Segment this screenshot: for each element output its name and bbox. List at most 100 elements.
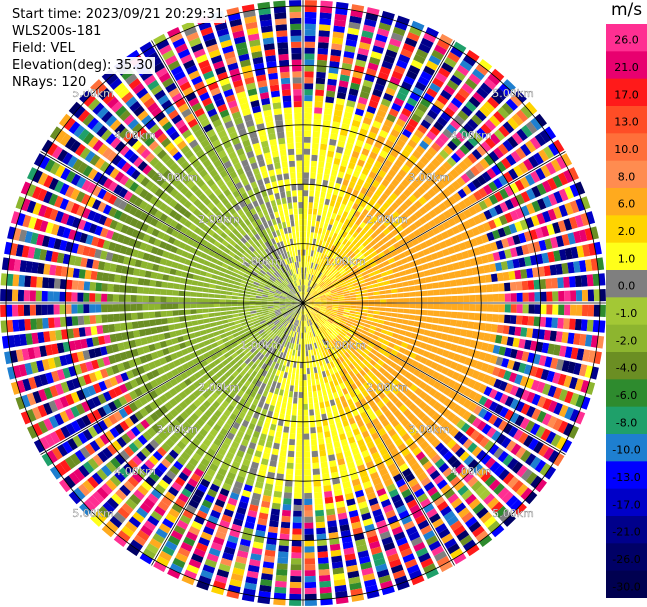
velocity-gate [535, 227, 544, 239]
velocity-gate [267, 307, 274, 311]
velocity-gate [338, 408, 345, 416]
velocity-gate [343, 450, 352, 458]
velocity-gate [225, 503, 236, 512]
velocity-gate [410, 332, 418, 339]
velocity-gate [326, 362, 332, 370]
velocity-gate [357, 159, 365, 167]
velocity-gate [317, 289, 323, 294]
velocity-gate [1, 335, 10, 349]
velocity-gate [365, 421, 374, 430]
velocity-gate [317, 432, 324, 439]
velocity-gate [497, 368, 506, 379]
velocity-gate [476, 507, 489, 519]
velocity-gate [274, 580, 287, 588]
velocity-gate [300, 320, 302, 327]
velocity-gate [337, 310, 344, 314]
velocity-gate [444, 538, 457, 549]
velocity-gate [82, 461, 95, 474]
velocity-gate [492, 314, 499, 323]
velocity-gate [335, 364, 342, 372]
velocity-gate [326, 211, 332, 219]
velocity-gate [313, 113, 322, 120]
velocity-gate [524, 101, 538, 115]
velocity-gate [285, 353, 289, 361]
velocity-gate [510, 398, 520, 410]
velocity-gate [169, 408, 179, 418]
velocity-gate [250, 289, 257, 293]
velocity-gate [159, 241, 167, 249]
velocity-gate [386, 298, 393, 303]
velocity-gate [390, 262, 398, 269]
velocity-gate [165, 339, 173, 347]
velocity-gate [304, 29, 316, 36]
velocity-gate [359, 377, 367, 385]
velocity-gate [245, 478, 255, 487]
velocity-gate [198, 404, 207, 413]
velocity-gate [42, 277, 49, 289]
velocity-gate [349, 327, 356, 333]
velocity-gate [230, 573, 244, 582]
velocity-gate [563, 423, 574, 437]
velocity-gate [306, 332, 309, 339]
velocity-gate [552, 222, 561, 234]
velocity-gate [276, 425, 283, 432]
velocity-gate [373, 557, 386, 567]
velocity-gate [365, 320, 372, 325]
velocity-gate [457, 87, 470, 99]
velocity-gate [341, 354, 348, 361]
velocity-gate [521, 124, 533, 138]
velocity-gate [192, 422, 202, 432]
velocity-gate [30, 276, 37, 288]
velocity-gate [502, 454, 514, 467]
velocity-gate [198, 537, 210, 547]
velocity-gate [296, 439, 303, 446]
velocity-gate [273, 298, 280, 301]
velocity-gate [480, 284, 487, 293]
velocity-gate [319, 197, 325, 205]
velocity-gate [425, 323, 432, 330]
velocity-gate [363, 232, 370, 240]
velocity-gate [156, 349, 164, 358]
velocity-gate [379, 311, 386, 316]
velocity-gate [508, 326, 516, 336]
velocity-gate [255, 298, 262, 301]
velocity-gate [47, 236, 56, 249]
velocity-gate [313, 295, 320, 299]
velocity-gate [154, 296, 161, 303]
velocity-gate [214, 289, 221, 294]
velocity-gate [580, 380, 590, 394]
velocity-gate [305, 320, 307, 327]
velocity-gate [113, 398, 123, 409]
velocity-gate [427, 486, 438, 497]
velocity-gate [167, 346, 176, 354]
velocity-gate [390, 128, 400, 138]
velocity-gate [399, 133, 409, 143]
velocity-gate [102, 447, 113, 459]
velocity-gate [436, 500, 449, 512]
velocity-gate [488, 207, 498, 218]
velocity-gate [175, 350, 184, 358]
velocity-gate [41, 453, 53, 467]
velocity-gate [324, 490, 333, 498]
velocity-gate [251, 547, 263, 555]
velocity-gate [335, 590, 348, 599]
velocity-gate [380, 98, 392, 108]
velocity-gate [497, 143, 509, 156]
velocity-gate [352, 170, 361, 178]
velocity-gate [390, 250, 398, 257]
velocity-gate [33, 346, 42, 359]
velocity-gate [319, 12, 332, 20]
velocity-gate [531, 408, 542, 421]
velocity-gate [363, 339, 370, 345]
velocity-gate [81, 207, 91, 219]
velocity-gate [395, 400, 404, 409]
velocity-gate [179, 277, 187, 284]
velocity-gate [326, 320, 332, 326]
velocity-gate [291, 373, 296, 380]
velocity-gate [119, 449, 130, 461]
velocity-gate [317, 167, 324, 174]
velocity-gate [291, 299, 298, 302]
velocity-gate [157, 500, 170, 512]
velocity-gate [417, 519, 430, 530]
velocity-gate [463, 387, 472, 397]
